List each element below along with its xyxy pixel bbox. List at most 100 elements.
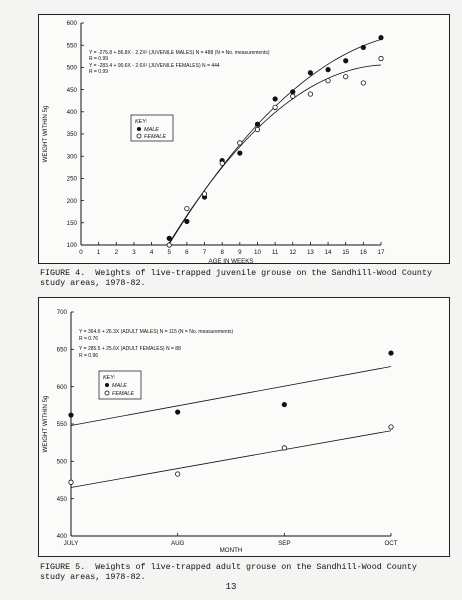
data-point-female [307, 91, 314, 97]
data-point-male [325, 67, 331, 73]
y-tick-label: 200 [67, 198, 78, 205]
fit-line-female [70, 430, 392, 488]
key-female-label: FEMALE [144, 134, 166, 140]
key-box [98, 370, 142, 400]
key-male-label: MALE [112, 383, 127, 389]
x-tick-label: 9 [238, 249, 242, 256]
page-number: 13 [225, 582, 237, 592]
x-tick-label: 6 [185, 249, 189, 256]
data-point-male [68, 412, 74, 418]
data-point-female [272, 104, 278, 110]
x-tick-label: SEP [278, 540, 290, 547]
regression-equation: Y = -276.8 + 86.8X - 2.2X² (JUVENILE MAL… [89, 50, 270, 56]
key-female-marker [104, 390, 110, 396]
data-point-male [378, 35, 384, 41]
x-tick-label: 12 [289, 249, 296, 256]
key-title: KEY: [103, 375, 116, 381]
y-tick-label: 100 [67, 242, 78, 249]
x-tick-label: 17 [378, 249, 385, 256]
data-point-female [360, 80, 366, 86]
x-tick-label: AUG [171, 540, 185, 547]
x-tick-label: 2 [115, 249, 119, 256]
key-male-marker [105, 383, 109, 387]
x-tick-label: 3 [132, 249, 136, 256]
key-female-marker [136, 133, 142, 139]
figure-4-caption: FIGURE 4. Weights of live-trapped juveni… [40, 268, 433, 288]
y-tick-label: 700 [57, 309, 68, 316]
data-point-female [378, 55, 384, 62]
fit-line-male [70, 366, 392, 426]
data-point-female [281, 445, 287, 451]
data-point-female [175, 471, 181, 477]
y-tick-label: 300 [67, 153, 78, 160]
y-tick-label: 650 [57, 347, 68, 354]
x-tick-label: 8 [220, 249, 224, 256]
data-point-male [307, 70, 314, 76]
data-point-male [290, 89, 296, 95]
x-tick-label: 5 [168, 249, 172, 256]
x-tick-label: 7 [203, 249, 207, 256]
data-point-female [254, 126, 261, 133]
figure-5-svg: JULY AUG SEP OCT 400 450 500 550 600 650 700 MONTH W… [42, 309, 398, 554]
key-male-label: MALE [144, 127, 159, 133]
data-point-male [343, 58, 349, 64]
x-tick-label: 0 [79, 249, 83, 256]
x-tick-label: 13 [307, 249, 314, 256]
figure-4-svg: 0 1 2 3 4 5 6 7 8 9 10 11 12 13 14 15 16 1710015020025030… [42, 20, 385, 265]
y-tick-label: 400 [67, 109, 78, 116]
data-point-male [254, 121, 261, 127]
data-point-female [343, 74, 349, 80]
y-tick-label: 550 [67, 42, 78, 49]
data-point-male [360, 44, 366, 51]
x-tick-label: 16 [360, 249, 367, 256]
x-axis-label: AGE IN WEEKS [208, 258, 253, 265]
key-box [130, 114, 174, 142]
regression-equation: Y = -283.4 + 90.6X - 2.6X² (JUVENILE FEM… [89, 63, 220, 69]
data-point-female [68, 479, 74, 485]
x-tick-label: JULY [64, 540, 79, 547]
data-point-male [388, 350, 394, 356]
figure-4-chart: 0 1 2 3 4 5 6 7 8 9 10 11 12 13 14 15 16 17 100 150 200 250 30… [38, 14, 450, 265]
x-tick-label: 14 [325, 249, 332, 256]
x-tick-label: OCT [384, 540, 397, 547]
key-title: KEY: [135, 119, 148, 125]
data-point-male [166, 235, 172, 241]
regression-equation: Y = 364.6 + 26.3X (ADULT MALES) N = 115 … [79, 329, 233, 335]
figure-5-chart: JULY AUG SEP OCT 400 450 500 550 600 650 700 MONTH W… [38, 297, 450, 557]
y-axis-label: WEIGHT WITHIN 5g [42, 395, 49, 453]
y-axis-label: WEIGHT WITHIN 5g [42, 105, 49, 163]
y-tick-label: 450 [57, 496, 68, 503]
x-tick-label: 1 [97, 249, 101, 256]
data-point-female [237, 140, 243, 146]
x-tick-label: 15 [342, 249, 349, 256]
data-point-female [166, 242, 172, 248]
y-tick-label: 450 [67, 87, 78, 94]
y-tick-label: 250 [67, 176, 78, 183]
data-point-female [325, 78, 331, 84]
y-tick-label: 600 [67, 20, 78, 27]
x-axis-label: MONTH [220, 547, 243, 554]
key-male-marker [137, 127, 141, 131]
y-tick-label: 150 [67, 220, 78, 227]
regression-equation: Y = 285.5 + 25.6X (ADULT FEMALES) N = 88 [79, 346, 181, 352]
data-point-female [219, 160, 225, 166]
x-tick-label: 10 [254, 249, 261, 256]
y-tick-label: 500 [57, 459, 68, 466]
y-tick-label: 550 [57, 421, 68, 428]
data-point-female [201, 191, 208, 197]
data-point-male [175, 409, 181, 415]
x-tick-label: 4 [150, 249, 154, 256]
data-point-female [184, 205, 190, 212]
y-tick-label: 500 [67, 65, 78, 72]
regression-equation: R = 0.99 [89, 69, 108, 75]
figure-5-caption: FIGURE 5. Weights of live-trapped adult … [40, 562, 417, 582]
data-point-female [388, 424, 394, 430]
data-point-male [237, 150, 243, 156]
regression-equation: R = 0.99 [89, 56, 108, 62]
fit-curve-female [168, 64, 382, 244]
y-tick-label: 350 [67, 131, 78, 138]
y-tick-label: 600 [57, 384, 68, 391]
data-point-male [272, 96, 278, 102]
data-point-male [281, 401, 287, 408]
data-point-female [290, 93, 296, 99]
